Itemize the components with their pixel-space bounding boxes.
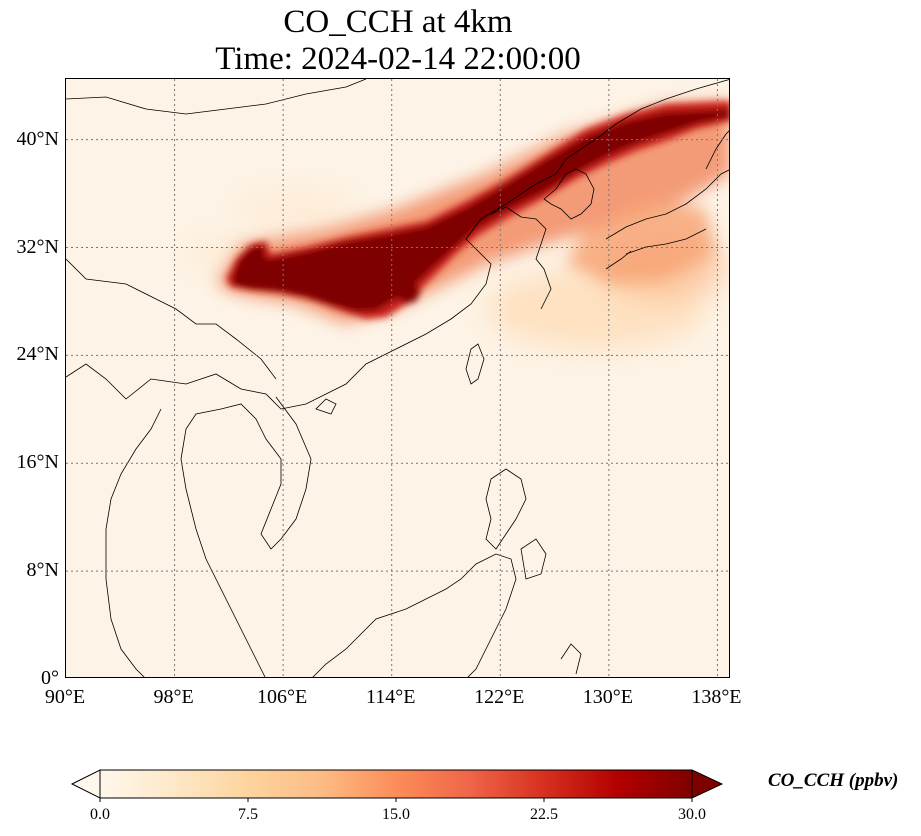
lat-tick-label: 32°N: [16, 235, 59, 258]
lon-tick-label: 114°E: [365, 686, 416, 708]
map-subtitle-time: Time: 2024-02-14 22:00:00: [215, 41, 581, 77]
lat-tick-label: 8°N: [26, 559, 59, 582]
colorbar-extend-max: [691, 769, 724, 799]
colorbar-tick-label: 22.5: [530, 806, 558, 823]
lat-tick-label: 40°N: [16, 127, 59, 150]
lon-tick-label: 138°E: [691, 686, 742, 708]
lon-tick-label: 98°E: [153, 686, 194, 708]
lon-tick-label: 106°E: [257, 686, 308, 708]
colorbar-label: CO_CCH (ppbv): [768, 770, 899, 791]
lon-tick-label: 122°E: [474, 686, 525, 708]
map-canvas: [66, 79, 729, 677]
colorbar: [70, 769, 724, 802]
map-plot-area: [65, 78, 730, 678]
colorbar-tick-label: 30.0: [678, 806, 706, 823]
colorbar-tick-label: 15.0: [382, 806, 410, 823]
map-title: CO_CCH at 4km: [283, 4, 513, 40]
coastlines: [66, 79, 729, 677]
co-plume: [216, 101, 729, 324]
lat-tick-label: 16°N: [16, 451, 59, 474]
lat-tick-label: 0°: [41, 667, 59, 689]
colorbar-gradient: [99, 769, 693, 799]
lon-tick-label: 90°E: [44, 686, 86, 708]
colorbar-tick-label: 0.0: [90, 806, 110, 823]
colorbar-extend-min: [70, 769, 101, 799]
lat-tick-label: 24°N: [16, 343, 59, 366]
gridlines: [66, 79, 729, 677]
colorbar-tick-label: 7.5: [238, 806, 258, 823]
lon-tick-label: 130°E: [582, 686, 633, 708]
